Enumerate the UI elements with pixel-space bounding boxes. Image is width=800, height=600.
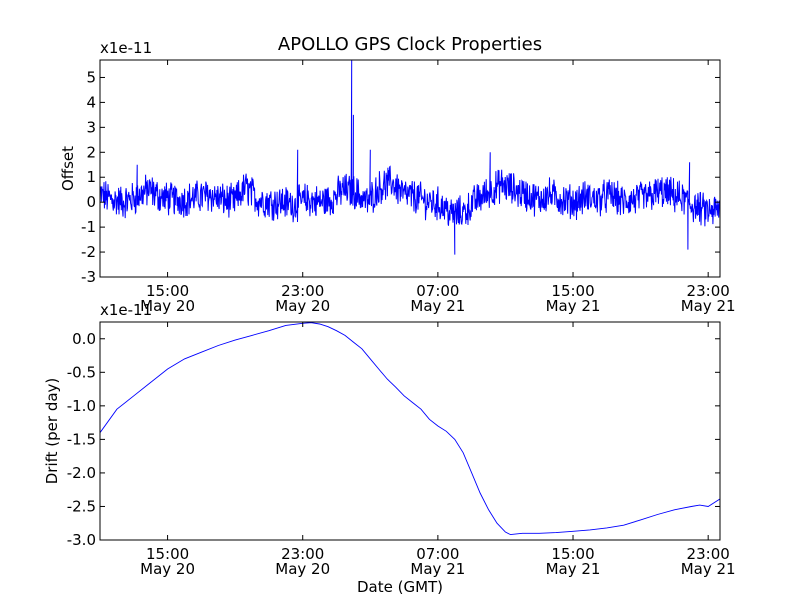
x-tick-date-label: May 21 <box>546 297 601 315</box>
x-tick-time-label: 07:00 <box>416 545 459 563</box>
y-axis-label: Offset <box>59 146 77 191</box>
x-tick-time-label: 23:00 <box>281 545 324 563</box>
x-tick-date-label: May 20 <box>140 560 195 578</box>
x-tick-date-label: May 21 <box>681 297 736 315</box>
x-tick-time-label: 07:00 <box>416 282 459 300</box>
axes-frame <box>99 321 721 541</box>
y-axis-label: Drift (per day) <box>43 378 61 485</box>
x-tick-date-label: May 21 <box>681 560 736 578</box>
offset-series-line <box>100 60 720 255</box>
y-tick-label: -1.5 <box>67 430 96 448</box>
y-tick-label: 1 <box>86 168 96 186</box>
y-tick-label: 0.0 <box>72 330 96 348</box>
y-tick-label: -2 <box>81 243 96 261</box>
x-axis-label: Date (GMT) <box>357 578 443 596</box>
x-tick-date-label: May 20 <box>275 560 330 578</box>
x-tick-date-label: May 21 <box>410 297 465 315</box>
y-tick-label: -0.5 <box>67 363 96 381</box>
y-tick-label: -1.0 <box>67 397 96 415</box>
scale-label: x1e-11 <box>100 301 152 319</box>
y-tick-label: 4 <box>86 93 96 111</box>
y-tick-label: 2 <box>86 143 96 161</box>
y-tick-label: -3.0 <box>67 531 96 549</box>
x-tick-time-label: 15:00 <box>551 545 594 563</box>
x-tick-date-label: May 21 <box>410 560 465 578</box>
x-tick-date-label: May 21 <box>546 560 601 578</box>
x-tick-time-label: 23:00 <box>687 282 730 300</box>
chart-title: APOLLO GPS Clock Properties <box>278 34 542 55</box>
y-tick-label: -2.5 <box>67 497 96 515</box>
y-tick-label: 5 <box>86 68 96 86</box>
y-tick-label: -2.0 <box>67 464 96 482</box>
y-tick-label: 3 <box>86 118 96 136</box>
axes-frame <box>99 59 721 278</box>
x-tick-date-label: May 20 <box>275 297 330 315</box>
y-tick-label: -1 <box>81 218 96 236</box>
drift-series-line <box>100 322 720 536</box>
x-tick-date-label: May 20 <box>140 297 195 315</box>
x-tick-time-label: 23:00 <box>687 545 730 563</box>
scale-label: x1e-11 <box>100 39 152 57</box>
x-tick-time-label: 23:00 <box>281 282 324 300</box>
y-tick-label: -3 <box>81 268 96 286</box>
y-tick-label: 0 <box>86 193 96 211</box>
x-tick-time-label: 15:00 <box>146 282 189 300</box>
x-tick-time-label: 15:00 <box>146 545 189 563</box>
x-tick-time-label: 15:00 <box>551 282 594 300</box>
